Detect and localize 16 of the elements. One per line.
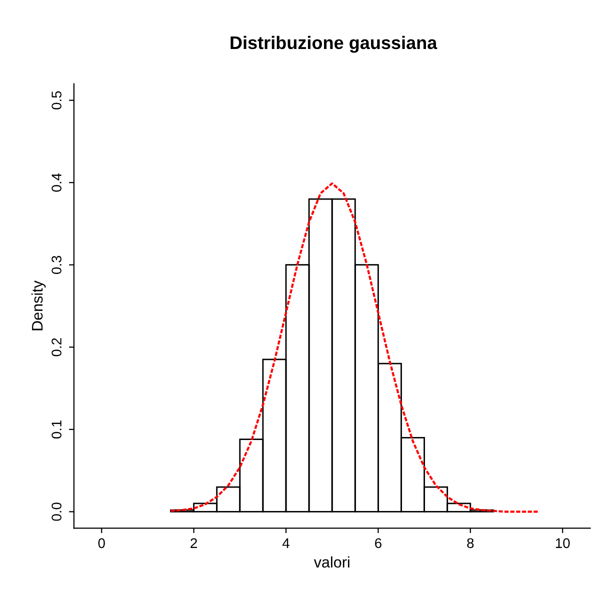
y-tick-label: 0.3 — [52, 256, 62, 274]
x-axis-title: valori — [314, 556, 350, 568]
y-tick-label: 0.2 — [52, 338, 62, 356]
x-tick-label: 10 — [556, 538, 570, 548]
y-tick-label: 0.4 — [52, 173, 62, 192]
y-tick-label: 0.5 — [52, 91, 62, 110]
y-tick-label: 0.1 — [52, 420, 62, 439]
y-tick-label: 0.0 — [52, 502, 62, 521]
x-tick-label: 0 — [98, 538, 105, 548]
y-axis-title: Density — [31, 280, 46, 330]
x-tick-label: 4 — [282, 538, 290, 548]
x-tick-label: 6 — [375, 538, 382, 548]
x-tick-label: 8 — [467, 538, 474, 548]
line-series — [170, 182, 541, 513]
chart-title: Distribuzione gaussiana — [230, 36, 438, 53]
x-tick-label: 2 — [190, 538, 197, 548]
